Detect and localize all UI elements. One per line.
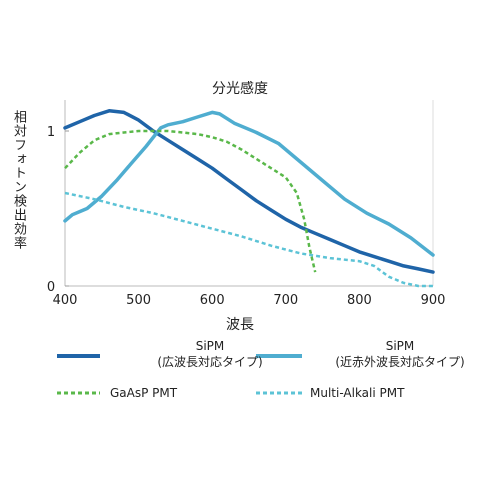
y-tick-label: 0	[47, 280, 55, 295]
y-tick-label: 1	[47, 125, 55, 140]
legend-label-2: SiPM (近赤外波長対応タイプ)	[335, 339, 465, 369]
series-line-1	[63, 109, 435, 274]
legend-label-1: SiPM (広波長対応タイプ)	[157, 339, 263, 369]
legend-label-3: GaAsP PMT	[110, 386, 178, 400]
series-line-4	[64, 191, 433, 288]
x-tick-label: 700	[273, 293, 298, 308]
x-tick-label: 900	[421, 293, 446, 308]
x-axis-label: 波長	[226, 317, 254, 333]
legend-label-4: Multi-Alkali PMT	[310, 386, 405, 400]
x-tick-label: 400	[53, 293, 78, 308]
series-line-3	[64, 129, 317, 273]
series-line-2	[63, 110, 435, 257]
x-tick-label: 800	[347, 293, 372, 308]
x-tick-label: 500	[126, 293, 151, 308]
x-tick-label: 600	[200, 293, 225, 308]
y-axis-label: 相対フォトン検出効率	[11, 110, 26, 250]
chart-title: 分光感度	[212, 81, 268, 97]
